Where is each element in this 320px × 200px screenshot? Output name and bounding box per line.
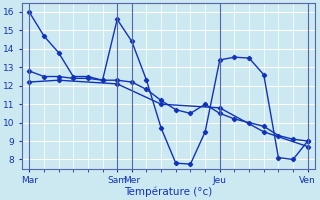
- X-axis label: Température (°c): Température (°c): [124, 187, 212, 197]
